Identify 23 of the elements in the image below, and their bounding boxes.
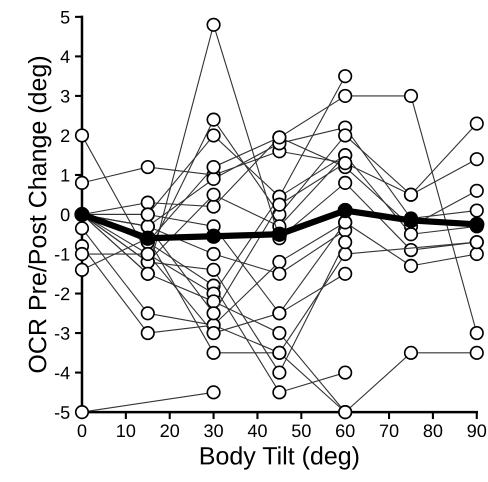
- y-tick-label: 0: [60, 208, 70, 222]
- x-tick-label: 60: [336, 424, 355, 438]
- y-axis-title: OCR Pre/Post Change (deg): [28, 56, 52, 372]
- y-tick-label: -5: [54, 406, 70, 419]
- x-tick-label: 80: [424, 424, 442, 438]
- y-tick-label: 3: [60, 90, 70, 103]
- y-tick-label: 4: [60, 50, 70, 63]
- x-tick-label: 50: [292, 424, 311, 438]
- y-tick-label: -3: [54, 326, 70, 340]
- y-tick-label: -2: [54, 287, 70, 300]
- x-axis-title: Body Tilt (deg): [200, 446, 358, 470]
- y-tick-label: 2: [61, 129, 70, 142]
- x-tick-label: 30: [204, 424, 223, 438]
- x-tick-label: 70: [380, 424, 398, 438]
- x-tick-label: 90: [468, 424, 486, 438]
- y-tick-label: 5: [60, 10, 70, 24]
- y-tick-label: 1: [62, 169, 70, 182]
- y-tick-label: -4: [54, 366, 70, 380]
- y-tick-label: -1: [54, 248, 70, 261]
- x-tick-label: 10: [117, 424, 136, 438]
- x-tick-label: 0: [78, 424, 86, 438]
- x-tick-label: 40: [248, 424, 267, 438]
- x-tick-label: 20: [160, 424, 180, 438]
